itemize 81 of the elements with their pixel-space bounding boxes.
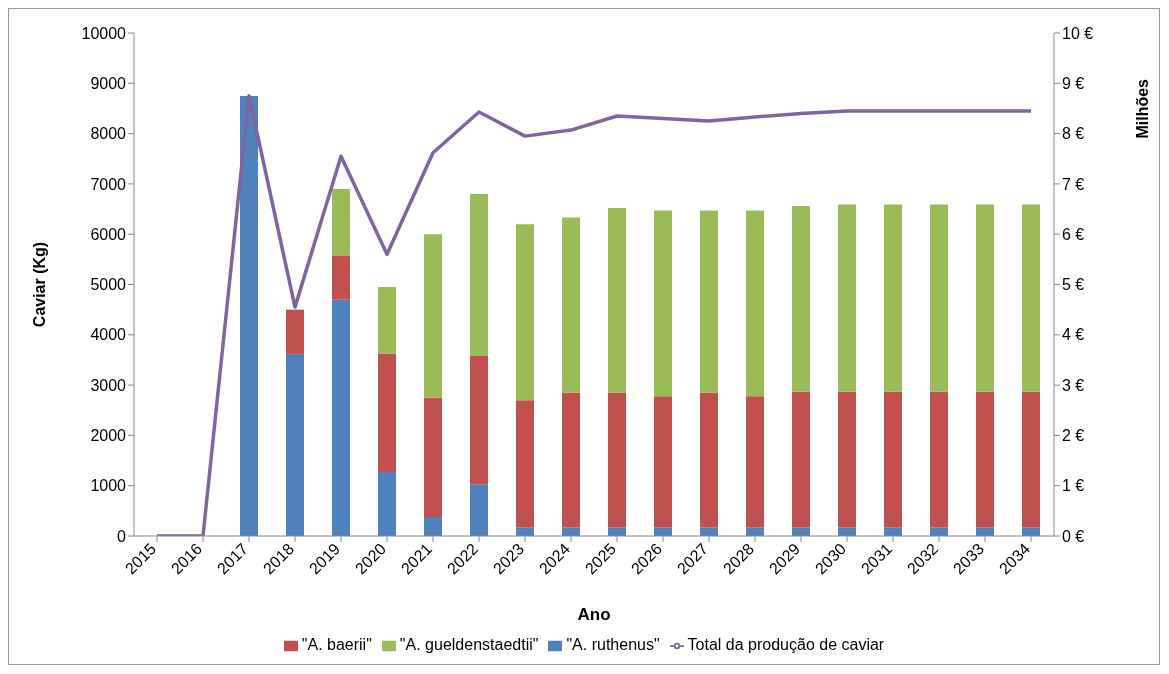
bar [470,193,488,356]
bar [424,516,442,536]
y-tick-label: 2000 [90,427,127,445]
bar [976,527,994,536]
y-tick-label: 10000 [81,24,127,42]
bar [838,204,856,392]
y-tick-label: 0 [117,527,127,545]
bar [608,208,626,393]
bar [332,299,350,536]
y-tick-label: 5000 [90,276,127,294]
y2-tick-label: 8 € [1062,125,1085,143]
y2-tick-label: 5 € [1062,276,1085,294]
bar [884,527,902,536]
y-tick-label: 1000 [90,477,127,495]
bar [562,527,580,536]
bar [240,95,258,536]
bar [562,392,580,528]
bar [884,204,902,392]
legend-label: "A. gueldenstaedtii" [399,636,539,653]
bar [792,391,810,528]
bar [286,309,304,354]
bar [930,527,948,536]
bar [516,527,534,536]
bar [746,396,764,528]
legend-label: "A. ruthenus" [566,636,660,653]
bar [746,527,764,536]
y2-tick-label: 1 € [1062,477,1085,495]
bar [424,397,442,517]
y2-tick-label: 2 € [1062,427,1085,445]
y-tick-label: 3000 [90,376,127,394]
line-series [155,94,1033,536]
bar [378,353,396,473]
bar [654,527,672,536]
bar [654,396,672,528]
y-tick-label: 4000 [90,326,127,344]
bar [470,484,488,536]
bar [976,204,994,392]
bar [930,391,948,528]
bar [930,204,948,392]
bar [286,353,304,536]
y2-tick-label: 7 € [1062,175,1085,193]
y2-tick-label: 6 € [1062,225,1085,243]
y2-axis-title: Milhões [1134,78,1152,139]
bar [746,210,764,397]
bar [838,527,856,536]
bar [700,527,718,536]
bar [378,472,396,536]
bar [884,391,902,528]
bar [700,210,718,393]
bar [516,224,534,401]
bar [792,206,810,392]
y2-tick-label: 0 € [1062,527,1085,545]
bar [838,391,856,528]
y-tick-label: 7000 [90,175,127,193]
bar [470,355,488,485]
bar [976,391,994,528]
bar [332,255,350,300]
bar [516,400,534,528]
y2-tick-label: 3 € [1062,376,1085,394]
y-tick-label: 9000 [90,74,127,92]
bar [700,392,718,528]
x-axis-title: Ano [577,605,611,624]
bar [332,188,350,256]
y-tick-label: 8000 [90,125,127,143]
y2-tick-label: 4 € [1062,326,1085,344]
bar [608,527,626,536]
y2-tick-label: 9 € [1062,74,1085,92]
bar [792,527,810,536]
bar [1022,391,1040,528]
y2-tick-label: 10 € [1062,24,1094,42]
bar [424,234,442,398]
legend-label: Total da produção de caviar [687,636,885,653]
bar [654,210,672,397]
bar [1022,527,1040,536]
bar [378,287,396,354]
legend-label: "A. baerii" [301,636,372,653]
bar [1022,204,1040,392]
y-tick-label: 6000 [90,225,127,243]
y-axis-title: Caviar (Kg) [30,241,48,328]
bar [608,392,626,528]
bar [562,217,580,393]
